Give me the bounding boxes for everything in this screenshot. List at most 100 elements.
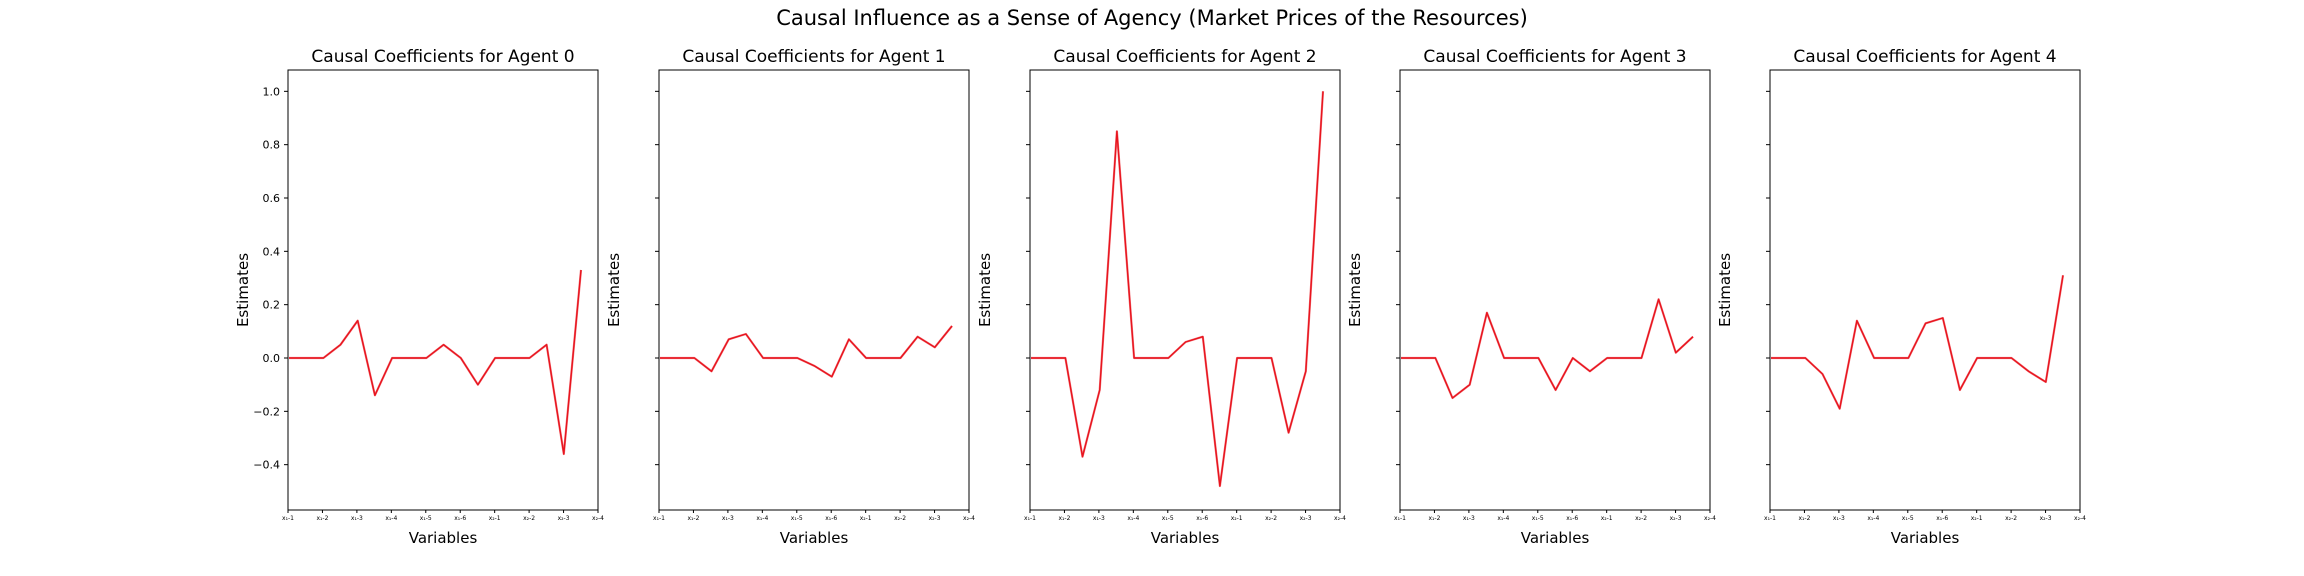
series-line-band-agent-2	[1031, 91, 1325, 488]
x-axis-label-agent-1: Variables	[780, 529, 849, 547]
data-point	[477, 384, 479, 386]
x-tick-label: x₁-4	[1497, 515, 1509, 522]
series-line-agent-4	[1771, 275, 2064, 410]
y-axis-label-agent-2: Estimates	[976, 253, 994, 327]
plot-frame-agent-1	[658, 69, 970, 511]
data-point	[831, 376, 833, 378]
data-point	[2028, 370, 2030, 372]
x-tick-label: x₂-2	[2005, 515, 2017, 522]
x-tick-label: x₂-2	[1265, 515, 1277, 522]
x-tick-label: x₁-2	[1798, 515, 1810, 522]
x-tick-label: x₁-2	[1428, 515, 1440, 522]
data-point	[1942, 317, 1944, 319]
x-tick-label: x₁-2	[1058, 515, 1070, 522]
data-point	[1770, 357, 1772, 359]
data-point	[408, 357, 410, 359]
data-point	[762, 357, 764, 359]
panel-title-agent-4: Causal Coefficients for Agent 4	[1793, 47, 2056, 67]
x-axis-label-agent-0: Variables	[409, 529, 478, 547]
figure-title: Causal Influence as a Sense of Agency (M…	[776, 6, 1528, 30]
data-point	[528, 357, 530, 359]
data-point	[1503, 357, 1505, 359]
data-point	[563, 453, 565, 455]
series-line-agent-1	[660, 325, 953, 378]
data-point	[951, 325, 953, 327]
data-point	[1606, 357, 1608, 359]
data-point	[1047, 357, 1049, 359]
data-point	[1219, 485, 1221, 487]
x-tick-label: x₁-5	[791, 515, 803, 522]
data-point	[1185, 341, 1187, 343]
data-point	[882, 357, 884, 359]
x-tick-label: x₁-4	[1127, 515, 1139, 522]
data-point	[659, 357, 661, 359]
data-point	[693, 357, 695, 359]
data-point	[1202, 336, 1204, 338]
data-point	[443, 344, 445, 346]
data-point	[1555, 389, 1557, 391]
series-line-band-agent-0	[289, 269, 583, 456]
data-point	[676, 357, 678, 359]
data-point	[1486, 312, 1488, 314]
data-point	[1417, 357, 1419, 359]
x-tick-label: x₁-6	[1936, 515, 1948, 522]
data-point	[1572, 357, 1574, 359]
x-tick-label: x₁-2	[687, 515, 699, 522]
data-point	[2045, 381, 2047, 383]
data-point	[711, 370, 713, 372]
x-tick-label: x₂-3	[558, 515, 570, 522]
data-point	[1305, 370, 1307, 372]
data-point	[728, 338, 730, 340]
data-point	[322, 357, 324, 359]
y-axis-label-agent-0: Estimates	[234, 253, 252, 327]
data-point	[1658, 298, 1660, 300]
x-tick-label: x₂-1	[860, 515, 872, 522]
data-point	[1822, 373, 1824, 375]
y-tick-label: 0.4	[263, 245, 281, 258]
x-tick-label: x₁-6	[1196, 515, 1208, 522]
data-point	[1589, 370, 1591, 372]
data-point	[511, 357, 513, 359]
data-point	[1322, 90, 1324, 92]
x-tick-label: x₂-1	[1601, 515, 1613, 522]
x-tick-label: x₁-3	[1093, 515, 1105, 522]
data-point	[1288, 432, 1290, 434]
x-tick-label: x₂-4	[1334, 515, 1346, 522]
plot-frame-agent-0	[287, 69, 599, 511]
data-point	[1236, 357, 1238, 359]
plot-frame-agent-2	[1029, 69, 1341, 511]
data-point	[1692, 336, 1694, 338]
y-tick-label: 1.0	[263, 85, 281, 98]
plot-frame-agent-4	[1769, 69, 2081, 511]
y-tick-label: 0.6	[263, 192, 281, 205]
series-line-agent-3	[1401, 298, 1694, 399]
x-tick-label: x₂-4	[2074, 515, 2086, 522]
x-tick-label: x₂-2	[1635, 515, 1647, 522]
data-point	[288, 357, 290, 359]
data-point	[2010, 357, 2012, 359]
series-line-band-agent-1	[660, 325, 953, 378]
x-tick-label: x₁-4	[756, 515, 768, 522]
data-point	[374, 394, 376, 396]
y-axis-label-agent-4: Estimates	[1716, 253, 1734, 327]
data-point	[1787, 357, 1789, 359]
x-tick-label: x₁-5	[1532, 515, 1544, 522]
data-point	[1469, 384, 1471, 386]
series-line-band-agent-3	[1401, 298, 1694, 400]
data-point	[1133, 357, 1135, 359]
x-tick-label: x₁-3	[1463, 515, 1475, 522]
data-point	[1623, 357, 1625, 359]
data-point	[1030, 357, 1032, 359]
y-tick-label: 0.8	[263, 139, 281, 152]
x-tick-label: x₂-1	[1231, 515, 1243, 522]
plot-frame-agent-3	[1399, 69, 1711, 511]
data-point	[1640, 357, 1642, 359]
x-axis-label-agent-3: Variables	[1521, 529, 1590, 547]
data-point	[580, 269, 582, 271]
data-point	[460, 357, 462, 359]
panel-title-agent-2: Causal Coefficients for Agent 2	[1053, 47, 1316, 67]
data-point	[391, 357, 393, 359]
y-tick-label: −0.4	[253, 459, 280, 472]
x-axis-label-agent-4: Variables	[1891, 529, 1960, 547]
